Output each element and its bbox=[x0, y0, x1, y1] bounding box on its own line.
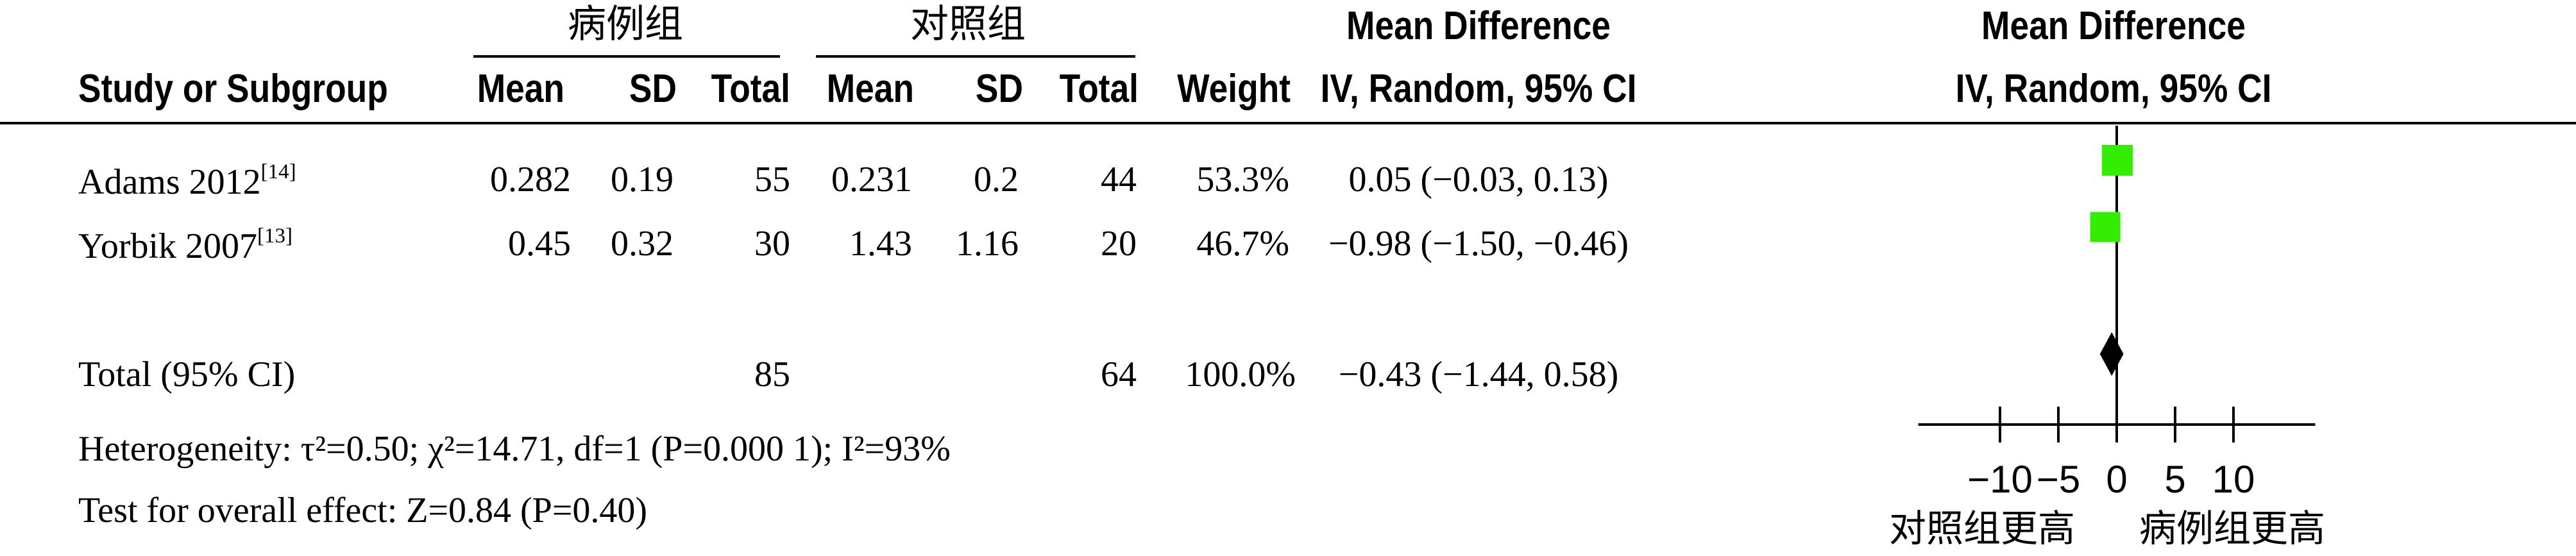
ci-value: 0.05 (−0.03, 0.13) bbox=[1348, 160, 1609, 199]
case-group-underline bbox=[473, 55, 780, 58]
control-group-underline bbox=[816, 55, 1135, 58]
ci-value: −0.98 (−1.50, −0.46) bbox=[1328, 224, 1629, 264]
total-weight: 100.0% bbox=[1185, 355, 1296, 394]
case-total-value: 30 bbox=[754, 224, 790, 264]
header-rule bbox=[0, 122, 2576, 124]
control-mean-header: Mean bbox=[826, 67, 914, 111]
study-column-header: Study or Subgroup bbox=[78, 67, 388, 111]
case-total-sum: 85 bbox=[754, 355, 790, 394]
plot-method-header: IV, Random, 95% CI bbox=[1955, 67, 2272, 111]
md-column-title: Mean Difference bbox=[1346, 4, 1611, 48]
control-group-header: 对照组 bbox=[910, 2, 1026, 47]
weight-value: 46.7% bbox=[1196, 224, 1289, 264]
control-total-sum: 64 bbox=[1101, 355, 1137, 394]
case-total-header: Total bbox=[711, 67, 790, 111]
total-label: Total (95% CI) bbox=[78, 355, 296, 394]
case-sd-value: 0.19 bbox=[611, 160, 674, 199]
axis-tick-label: −10 bbox=[1967, 458, 2033, 501]
md-method-header: IV, Random, 95% CI bbox=[1320, 67, 1637, 111]
control-total-value: 20 bbox=[1101, 224, 1137, 264]
control-total-header: Total bbox=[1059, 67, 1139, 111]
control-mean-value: 0.231 bbox=[831, 160, 912, 199]
case-sd-header: SD bbox=[629, 67, 677, 111]
plot-column-title: Mean Difference bbox=[1981, 4, 2246, 48]
study-effect-square bbox=[2090, 212, 2121, 242]
axis-tick-label: 0 bbox=[2106, 458, 2128, 501]
control-sd-value: 0.2 bbox=[974, 160, 1019, 199]
axis-tick-label: −5 bbox=[2036, 458, 2081, 501]
study-name: Yorbik 2007[13] bbox=[78, 224, 293, 266]
axis-tick-label: 5 bbox=[2164, 458, 2186, 501]
control-mean-value: 1.43 bbox=[849, 224, 912, 264]
case-group-header: 病例组 bbox=[568, 2, 683, 47]
pooled-ci-value: −0.43 (−1.44, 0.58) bbox=[1338, 355, 1619, 394]
case-mean-value: 0.45 bbox=[508, 224, 571, 264]
case-total-value: 55 bbox=[754, 160, 790, 199]
favors-control-label: 对照组更高 bbox=[1889, 507, 2076, 550]
pooled-effect-diamond bbox=[2099, 332, 2124, 376]
weight-header: Weight bbox=[1177, 67, 1291, 111]
study-effect-square bbox=[2101, 145, 2133, 176]
weight-value: 53.3% bbox=[1196, 160, 1289, 199]
study-reference: [13] bbox=[257, 224, 293, 248]
study-name: Adams 2012[14] bbox=[78, 160, 296, 202]
case-mean-header: Mean bbox=[477, 67, 564, 111]
control-total-value: 44 bbox=[1101, 160, 1137, 199]
overall-effect-test: Test for overall effect: Z=0.84 (P=0.40) bbox=[78, 491, 648, 530]
case-mean-value: 0.282 bbox=[490, 160, 571, 199]
control-sd-value: 1.16 bbox=[956, 224, 1019, 264]
control-sd-header: SD bbox=[975, 67, 1023, 111]
heterogeneity-stats: Heterogeneity: τ²=0.50; χ²=14.71, df=1 (… bbox=[78, 429, 951, 469]
axis-tick-label: 10 bbox=[2212, 458, 2255, 501]
favors-case-label: 病例组更高 bbox=[2139, 507, 2326, 550]
study-reference: [14] bbox=[260, 160, 296, 183]
case-sd-value: 0.32 bbox=[611, 224, 674, 264]
